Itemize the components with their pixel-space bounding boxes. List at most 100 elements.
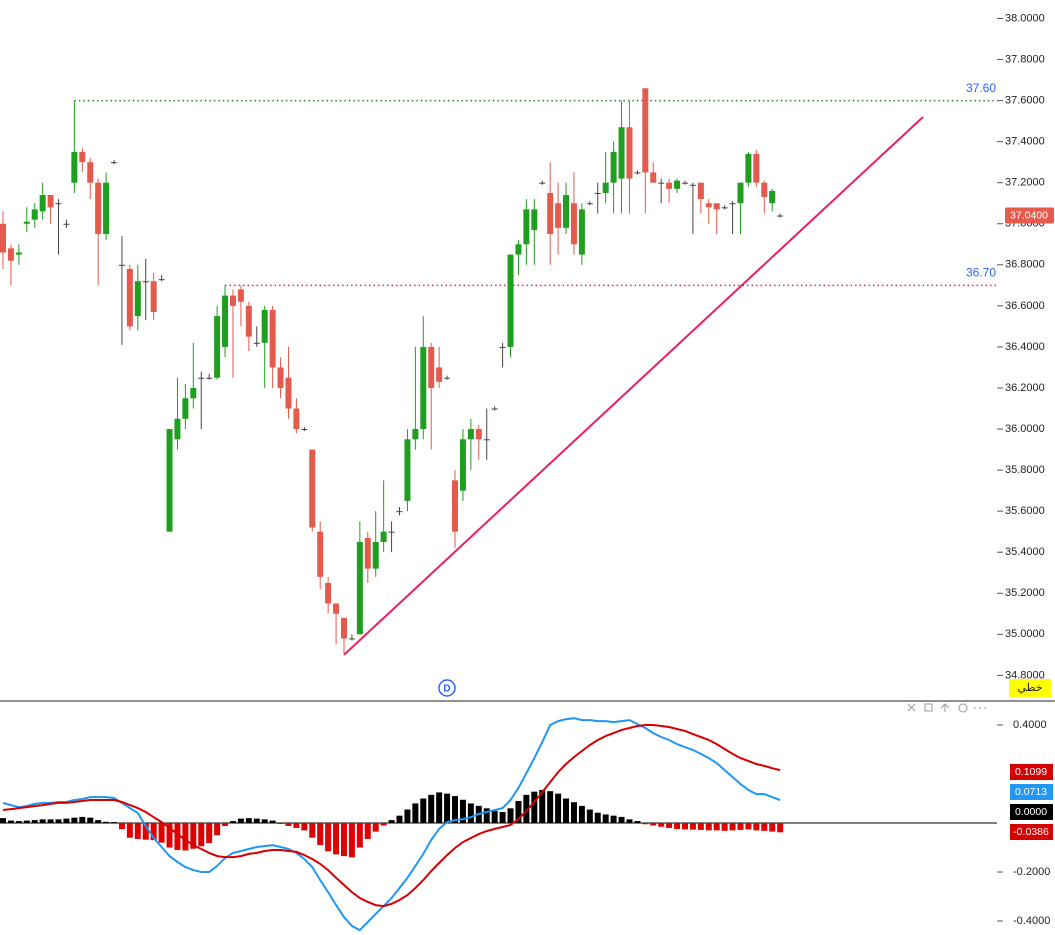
histogram-bar (277, 823, 284, 825)
candle-body (229, 295, 236, 306)
histogram-bar (79, 816, 86, 824)
y-tick-label: 37.6000 (1005, 94, 1045, 106)
histogram-bar (769, 823, 776, 832)
candle-body (190, 387, 197, 399)
histogram-bar (325, 823, 332, 852)
candle-body (348, 638, 355, 640)
candle-body (555, 203, 562, 228)
histogram-bar (333, 823, 340, 855)
candle-body (634, 172, 641, 174)
candle-body (166, 429, 173, 532)
candle-body (452, 480, 459, 532)
histogram-bar (491, 810, 498, 824)
settings-icon[interactable] (958, 703, 968, 713)
candle-body (356, 541, 363, 635)
indicator-line (2, 724, 781, 908)
candle-body (325, 582, 332, 604)
y-tick-label: 36.0000 (1005, 423, 1045, 435)
candle-body (483, 439, 490, 441)
histogram-bar (610, 815, 617, 824)
histogram-bar (396, 815, 403, 824)
candle-body (79, 151, 86, 163)
histogram-bar (380, 823, 387, 826)
histogram-bar (681, 823, 688, 830)
histogram-bar (388, 820, 395, 824)
histogram-bar (626, 819, 633, 824)
candle-body (301, 429, 308, 431)
candle-body (547, 192, 554, 235)
histogram-bar (174, 823, 181, 850)
histogram-bar (499, 812, 506, 824)
close-icon[interactable] (907, 703, 916, 712)
candle-body (602, 182, 609, 193)
histogram-bar (777, 823, 784, 833)
histogram-bar (547, 791, 554, 824)
y-tick-label: -0.2000 (1013, 866, 1050, 878)
candle-body (507, 254, 514, 347)
readout: 0.0000 (1015, 806, 1047, 818)
histogram-bar (594, 812, 601, 824)
histogram-bar (483, 808, 490, 824)
candle-body (372, 541, 379, 569)
candle-body (618, 127, 625, 179)
histogram-bar (563, 798, 570, 824)
candle-body (309, 449, 316, 528)
histogram-bar (658, 823, 665, 827)
histogram-bar (111, 822, 118, 824)
candle-body (39, 195, 46, 212)
histogram-bar (261, 819, 268, 824)
scale-button-box (1009, 679, 1051, 697)
histogram-bar (309, 823, 316, 838)
histogram-bar (444, 793, 451, 824)
histogram-bar (674, 823, 681, 829)
scale-button[interactable]: خطي (1018, 682, 1043, 694)
histogram-bar (420, 798, 427, 824)
candle-body (118, 264, 125, 266)
candle-body (705, 203, 712, 208)
candle-body (111, 162, 118, 164)
histogram-bar (428, 794, 435, 824)
y-tick-label: 38.0000 (1005, 12, 1045, 24)
histogram-bar (356, 823, 363, 848)
up-icon[interactable] (940, 703, 950, 712)
candle-body (253, 342, 260, 344)
histogram-bar (190, 823, 197, 849)
histogram-bar (7, 820, 14, 824)
candle-body (539, 182, 546, 184)
candle-body (578, 209, 585, 255)
candle-body (237, 289, 244, 302)
y-tick-label: 35.8000 (1005, 464, 1045, 476)
candle-body (475, 429, 482, 440)
histogram-bar (713, 823, 720, 831)
y-tick-label: 34.8000 (1005, 669, 1045, 681)
y-tick-label: 36.4000 (1005, 341, 1045, 353)
maximize-icon[interactable] (924, 703, 933, 712)
histogram-bar (134, 823, 141, 839)
pane-toolbar[interactable] (907, 703, 986, 713)
candle-body (134, 281, 141, 317)
candle-body (444, 377, 451, 379)
histogram-bar (63, 818, 70, 824)
candle-body (658, 182, 665, 184)
y-tick-label: 0.4000 (1013, 719, 1047, 731)
candle-body (285, 377, 292, 409)
readout: 0.0713 (1015, 786, 1047, 798)
candle-body (7, 248, 14, 261)
candle-body (610, 151, 617, 183)
histogram-bar (142, 823, 149, 840)
candle-body (666, 182, 673, 189)
y-tick-label: 37.8000 (1005, 53, 1045, 65)
candle-body (23, 221, 30, 224)
histogram-bar (214, 823, 221, 836)
event-marker-circle (438, 679, 456, 697)
candle-body (380, 531, 387, 542)
histogram-bar (721, 823, 728, 831)
candle-body (586, 203, 593, 205)
histogram-bar (222, 823, 229, 826)
candle-body (150, 281, 157, 313)
candle-body (563, 195, 570, 228)
candle-body (531, 209, 538, 230)
histogram-bar (555, 793, 562, 824)
y-tick-label: 37.4000 (1005, 136, 1045, 148)
candle-body (499, 346, 506, 348)
